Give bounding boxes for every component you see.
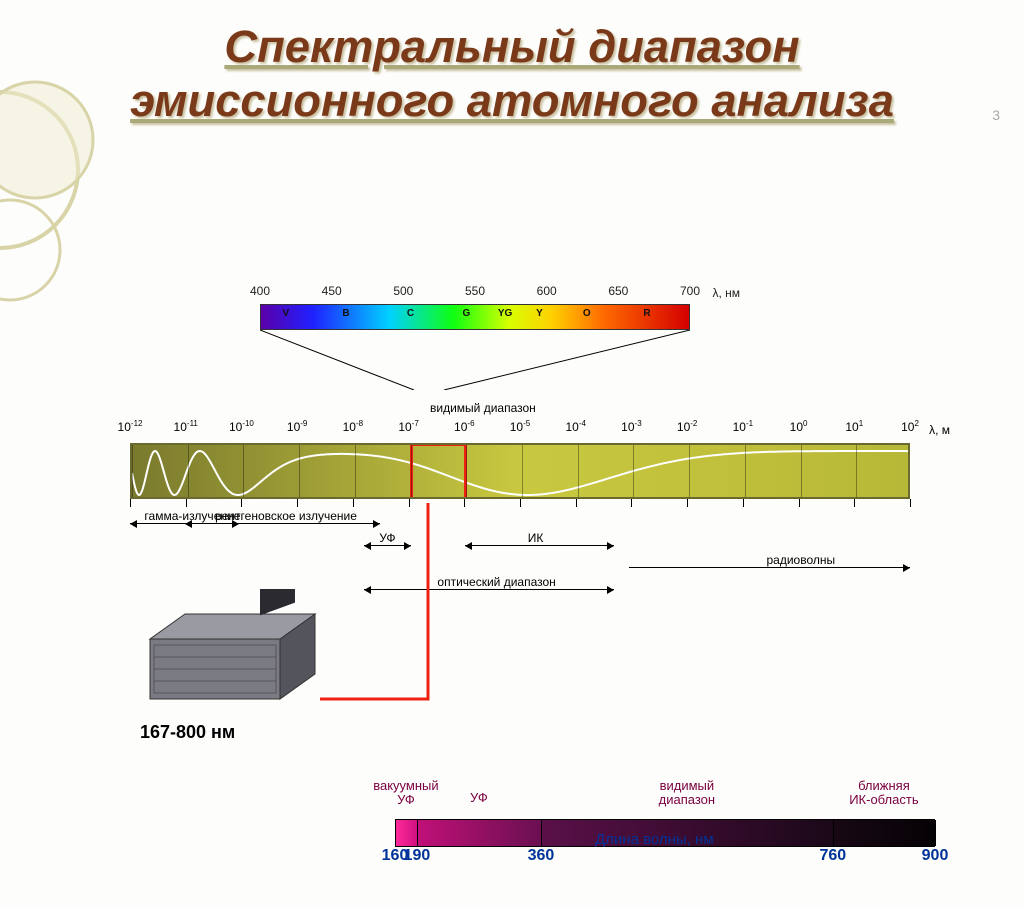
range-tick: 760 [819,847,846,865]
vis-tick: 450 [322,284,342,298]
range-tick: 900 [922,847,949,865]
spectrum-region-labels: рентгеновское излучениегамма-излучениеУФ… [130,509,910,597]
vis-tick: 600 [537,284,557,298]
vis-letter: G [463,308,471,319]
range-segment-labels: вакуумныйУФУФвидимыйдиапазонближняяИК-об… [395,779,935,819]
em-tick: 10-12 [118,419,143,434]
range-axis-label: Длина волны, нм [595,831,714,848]
range-segment [396,820,418,846]
em-tick: 10-4 [565,419,585,434]
em-tick: 10-2 [677,419,697,434]
region-label: оптический диапазон [437,575,555,589]
region-label: УФ [379,531,395,545]
vis-tick: 500 [393,284,413,298]
range-tick: 360 [528,847,555,865]
region-arrow [629,567,910,568]
region-arrow [465,545,613,546]
em-tick: 101 [845,419,863,434]
instrument-block: 167-800 нм [140,589,340,743]
em-wave-line [132,445,910,499]
instrument-icon [140,589,320,709]
range-segment [418,820,542,846]
em-tick: 10-3 [621,419,641,434]
em-spectrum-ticks: λ, м 10-1210-1110-1010-910-810-710-610-5… [130,419,910,443]
vis-tick: 400 [250,284,270,298]
region-label: ИК [528,531,544,545]
region-arrow [364,589,614,590]
visible-spectrum-ticks: λ, нм 400450500550600650700 [260,284,690,304]
instrument-range-label: 167-800 нм [140,722,340,743]
range-segment-label: видимыйдиапазон [659,779,715,808]
visible-axis-label: λ, нм [712,286,740,300]
em-tick: 10-6 [454,419,474,434]
em-spectrum-panel: λ, м 10-1210-1110-1010-910-810-710-610-5… [130,419,910,507]
vis-letter: C [407,308,414,319]
em-tick: 10-1 [733,419,753,434]
range-segment-label: ближняяИК-область [849,779,918,808]
em-tick: 100 [790,419,808,434]
vis-letter: YG [498,308,512,319]
vis-letter: O [583,308,591,319]
range-segment [834,820,936,846]
spectrum-callout-triangle [260,330,690,390]
em-tick-marks [130,499,910,507]
em-tick: 10-11 [174,419,198,434]
visible-marker-box [410,443,466,499]
vis-letter: R [643,308,650,319]
region-arrow [130,523,239,524]
em-tick: 10-10 [229,419,254,434]
region-label: радиоволны [766,553,835,567]
visible-spectrum-bar [260,304,690,330]
analysis-range-bar: вакуумныйУФУФвидимыйдиапазонближняяИК-об… [395,779,935,869]
em-tick: 10-8 [343,419,363,434]
vis-tick: 650 [608,284,628,298]
range-segment-label: УФ [470,791,488,805]
range-tick-values: 160190360760900 [395,847,935,869]
em-tick: 102 [901,419,919,434]
visible-range-caption: видимый диапазон [430,401,536,415]
em-tick: 10-7 [398,419,418,434]
range-tick: 190 [404,847,431,865]
vis-letter: Y [536,308,543,319]
vis-letter: B [342,308,349,319]
vis-tick: 550 [465,284,485,298]
range-segment-label: вакуумныйУФ [373,779,438,808]
em-tick: 10-5 [510,419,530,434]
region-label: гамма-излучение [144,509,240,523]
vis-letter: V [282,308,289,319]
em-wave-band [130,443,910,499]
em-tick: 10-9 [287,419,307,434]
title-line-1: Спектральный диапазон [30,20,994,74]
title-line-2: эмиссионного атомного анализа [30,74,994,128]
region-arrow [364,545,411,546]
visible-spectrum-panel: λ, нм 400450500550600650700 VBCGYGYOR [260,284,690,395]
vis-tick: 700 [680,284,700,298]
em-axis-label: λ, м [929,423,950,437]
slide-title: Спектральный диапазон эмиссионного атомн… [0,0,1024,139]
